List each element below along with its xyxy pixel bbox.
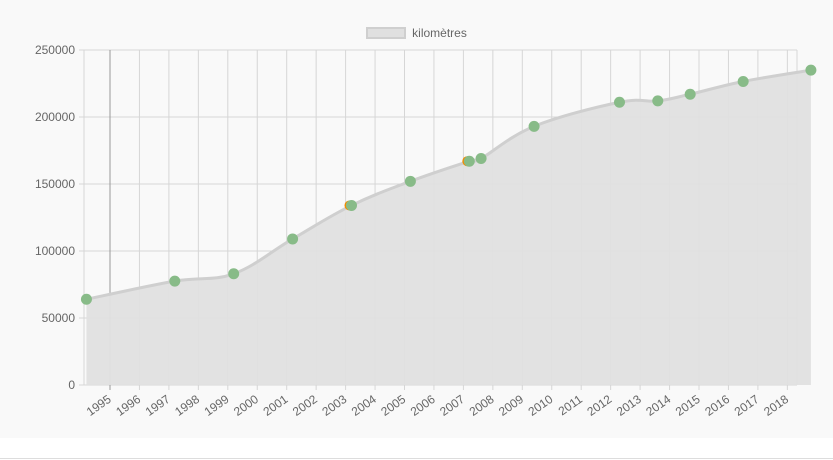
data-points <box>80 64 817 305</box>
x-tick-label: 1995 <box>84 392 114 419</box>
y-axis-labels: 0 50000 100000 150000 200000 250000 <box>35 43 75 392</box>
data-point[interactable] <box>528 120 540 132</box>
y-tick-label: 0 <box>68 378 75 392</box>
x-tick-label: 2005 <box>378 392 408 419</box>
x-tick-label: 1998 <box>172 392 202 419</box>
data-point[interactable] <box>613 96 625 108</box>
x-tick-label: 2016 <box>702 392 732 419</box>
data-point[interactable] <box>737 75 749 87</box>
data-point[interactable] <box>345 199 357 211</box>
y-tick-label: 150000 <box>35 177 75 191</box>
x-tick-label: 1997 <box>143 392 173 419</box>
x-tick-label: 2007 <box>437 392 467 419</box>
area-fill <box>86 70 811 385</box>
x-tick-label: 2004 <box>349 392 379 419</box>
data-point[interactable] <box>463 155 475 167</box>
x-tick-label: 2001 <box>261 392 291 419</box>
x-tick-label: 2017 <box>732 392 762 419</box>
x-tick-label: 2011 <box>556 392 585 418</box>
x-tick-label: 2018 <box>761 392 791 419</box>
legend[interactable]: kilomètres <box>0 24 833 42</box>
data-point[interactable] <box>684 88 696 100</box>
data-point[interactable] <box>404 175 416 187</box>
x-tick-label: 2002 <box>290 392 320 419</box>
x-tick-label: 2010 <box>526 392 556 419</box>
legend-swatch <box>366 27 407 39</box>
legend-label: kilomètres <box>412 26 467 40</box>
x-tick-label: 1996 <box>113 392 143 419</box>
y-tick-label: 200000 <box>35 110 75 124</box>
x-axis-labels: 1995 1996 1997 1998 1999 2000 2001 2002 2003 2004… <box>84 392 792 419</box>
data-point[interactable] <box>652 95 664 107</box>
divider <box>0 458 833 459</box>
x-tick-label: 2006 <box>408 392 438 419</box>
x-tick-label: 2012 <box>584 392 614 419</box>
x-tick-label: 2009 <box>496 392 526 419</box>
y-tick-label: 250000 <box>35 43 75 57</box>
x-tick-label: 1999 <box>202 392 232 419</box>
x-tick-label: 2014 <box>643 392 673 419</box>
data-point[interactable] <box>475 153 487 165</box>
x-tick-label: 2013 <box>614 392 644 419</box>
data-point[interactable] <box>80 293 92 305</box>
data-point[interactable] <box>169 275 181 287</box>
y-tick-label: 100000 <box>35 244 75 258</box>
y-tick-label: 50000 <box>42 311 76 325</box>
data-point[interactable] <box>287 233 299 245</box>
x-tick-label: 2000 <box>231 392 261 419</box>
chart-area: 1995 1996 1997 1998 1999 2000 2001 2002 2003 2004… <box>35 43 817 419</box>
data-point[interactable] <box>228 268 240 280</box>
x-tick-label: 2008 <box>467 392 497 419</box>
x-tick-label: 2015 <box>673 392 703 419</box>
data-point[interactable] <box>805 64 817 76</box>
x-tick-label: 2003 <box>319 392 349 419</box>
